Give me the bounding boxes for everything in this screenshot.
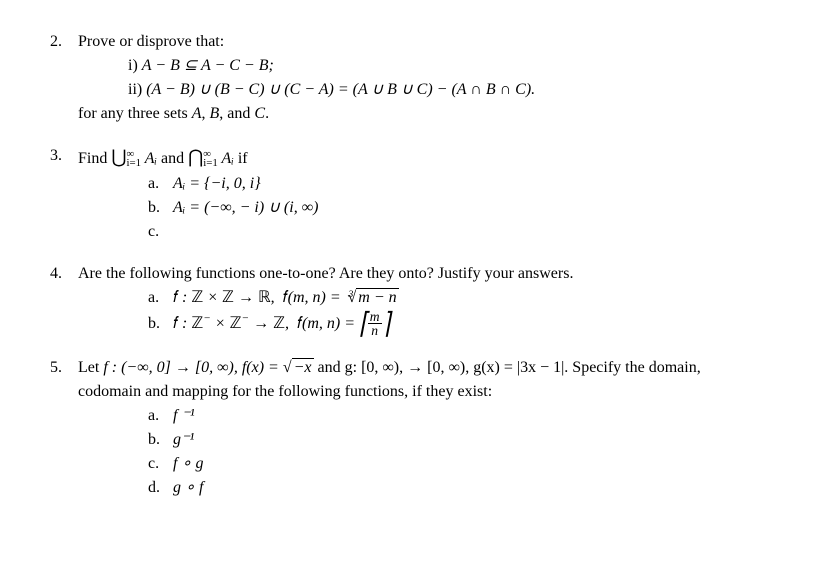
problem-3: 3. Find ⋃∞i=1 Aᵢ and ⋂∞i=1 Aᵢ if a. Aᵢ =… bbox=[50, 144, 779, 244]
line2: codomain and mapping for the following f… bbox=[78, 380, 779, 404]
lead-line: Find ⋃∞i=1 Aᵢ and ⋂∞i=1 Aᵢ if bbox=[78, 144, 779, 172]
tail-text: for any three sets A, B, and C. bbox=[78, 102, 779, 126]
math: Aᵢ = (−∞, − i) ∪ (i, ∞) bbox=[173, 196, 318, 220]
lead-text: Prove or disprove that: bbox=[78, 30, 779, 54]
sub-b: b. g⁻¹ bbox=[148, 428, 779, 452]
math: f ⁻¹ bbox=[173, 404, 195, 428]
sub-a: a. 𝑓 : ℤ × ℤ → ℝ, 𝑓(m, n) = 3√m − n bbox=[148, 286, 779, 310]
problem-body: Prove or disprove that: i) A − B ⊆ A − C… bbox=[78, 30, 779, 126]
ai: Aᵢ bbox=[218, 150, 234, 167]
sub-b: b. Aᵢ = (−∞, − i) ∪ (i, ∞) bbox=[148, 196, 779, 220]
and: and bbox=[161, 150, 188, 167]
sub-ii: ii) (A − B) ∪ (B − C) ∪ (C − A) = (A ∪ B… bbox=[128, 78, 779, 102]
sub-d: d. g ∘ f bbox=[148, 476, 779, 500]
math: (A − B) ∪ (B − C) ∪ (C − A) = (A ∪ B ∪ C… bbox=[146, 81, 535, 98]
math: f ∘ g bbox=[173, 452, 203, 476]
math: 𝑓 : ℤ × ℤ → ℝ, 𝑓(m, n) = 3√m − n bbox=[173, 286, 399, 310]
label: d. bbox=[148, 476, 173, 500]
sub-c: c. bbox=[148, 220, 779, 244]
math: g⁻¹ bbox=[173, 428, 194, 452]
label: b. bbox=[148, 428, 173, 452]
find: Find bbox=[78, 150, 111, 167]
problem-body: Find ⋃∞i=1 Aᵢ and ⋂∞i=1 Aᵢ if a. Aᵢ = {−… bbox=[78, 144, 779, 244]
lead-line: Let f : (−∞, 0] → [0, ∞), f(x) = √−x and… bbox=[78, 356, 779, 380]
label: c. bbox=[148, 220, 173, 244]
root-index: 3 bbox=[348, 289, 353, 300]
problem-body: Let f : (−∞, 0] → [0, ∞), f(x) = √−x and… bbox=[78, 356, 779, 500]
problem-number: 2. bbox=[50, 30, 78, 126]
math: 𝑓 : ℤ− × ℤ− → ℤ, 𝑓(m, n) = ⌈mn⌉ bbox=[173, 310, 390, 338]
lead-text: Are the following functions one-to-one? … bbox=[78, 262, 779, 286]
sub-a: a. Aᵢ = {−i, 0, i} bbox=[148, 172, 779, 196]
math: A bbox=[192, 105, 202, 122]
label: a. bbox=[148, 404, 173, 428]
label: i) bbox=[128, 57, 142, 74]
label: b. bbox=[148, 312, 173, 336]
math: Aᵢ = {−i, 0, i} bbox=[173, 172, 261, 196]
label: ii) bbox=[128, 81, 146, 98]
limits: ∞i=1 bbox=[203, 150, 218, 170]
sub-b: b. 𝑓 : ℤ− × ℤ− → ℤ, 𝑓(m, n) = ⌈mn⌉ bbox=[148, 310, 779, 338]
problem-2: 2. Prove or disprove that: i) A − B ⊆ A … bbox=[50, 30, 779, 126]
label: b. bbox=[148, 196, 173, 220]
problem-number: 3. bbox=[50, 144, 78, 244]
problem-body: Are the following functions one-to-one? … bbox=[78, 262, 779, 338]
sub-a: a. f ⁻¹ bbox=[148, 404, 779, 428]
math: f : (−∞, 0] → [0, ∞), f(x) = bbox=[103, 359, 283, 376]
ai: Aᵢ bbox=[141, 150, 157, 167]
sub-c: c. f ∘ g bbox=[148, 452, 779, 476]
radicand: −x bbox=[292, 358, 314, 376]
label: a. bbox=[148, 286, 173, 310]
problem-number: 5. bbox=[50, 356, 78, 500]
text: for any three sets bbox=[78, 105, 192, 122]
let: Let bbox=[78, 359, 103, 376]
ceil-right-icon: ⌉ bbox=[382, 309, 391, 338]
limits: ∞i=1 bbox=[126, 150, 141, 170]
union-icon: ⋃ bbox=[111, 147, 126, 167]
sub-i: i) A − B ⊆ A − C − B; bbox=[128, 54, 779, 78]
problem-5: 5. Let f : (−∞, 0] → [0, ∞), f(x) = √−x … bbox=[50, 356, 779, 500]
if: if bbox=[238, 150, 248, 167]
math: A − B ⊆ A − C − B; bbox=[142, 57, 274, 74]
ceil-left-icon: ⌈ bbox=[359, 309, 368, 338]
problem-number: 4. bbox=[50, 262, 78, 338]
label: a. bbox=[148, 172, 173, 196]
radicand: m − n bbox=[356, 288, 398, 306]
fraction: mn bbox=[368, 310, 382, 338]
rest: and g: [0, ∞), → [0, ∞), g(x) = |3x − 1|… bbox=[314, 359, 701, 376]
label: c. bbox=[148, 452, 173, 476]
problem-4: 4. Are the following functions one-to-on… bbox=[50, 262, 779, 338]
inter-icon: ⋂ bbox=[188, 147, 203, 167]
math: g ∘ f bbox=[173, 476, 203, 500]
